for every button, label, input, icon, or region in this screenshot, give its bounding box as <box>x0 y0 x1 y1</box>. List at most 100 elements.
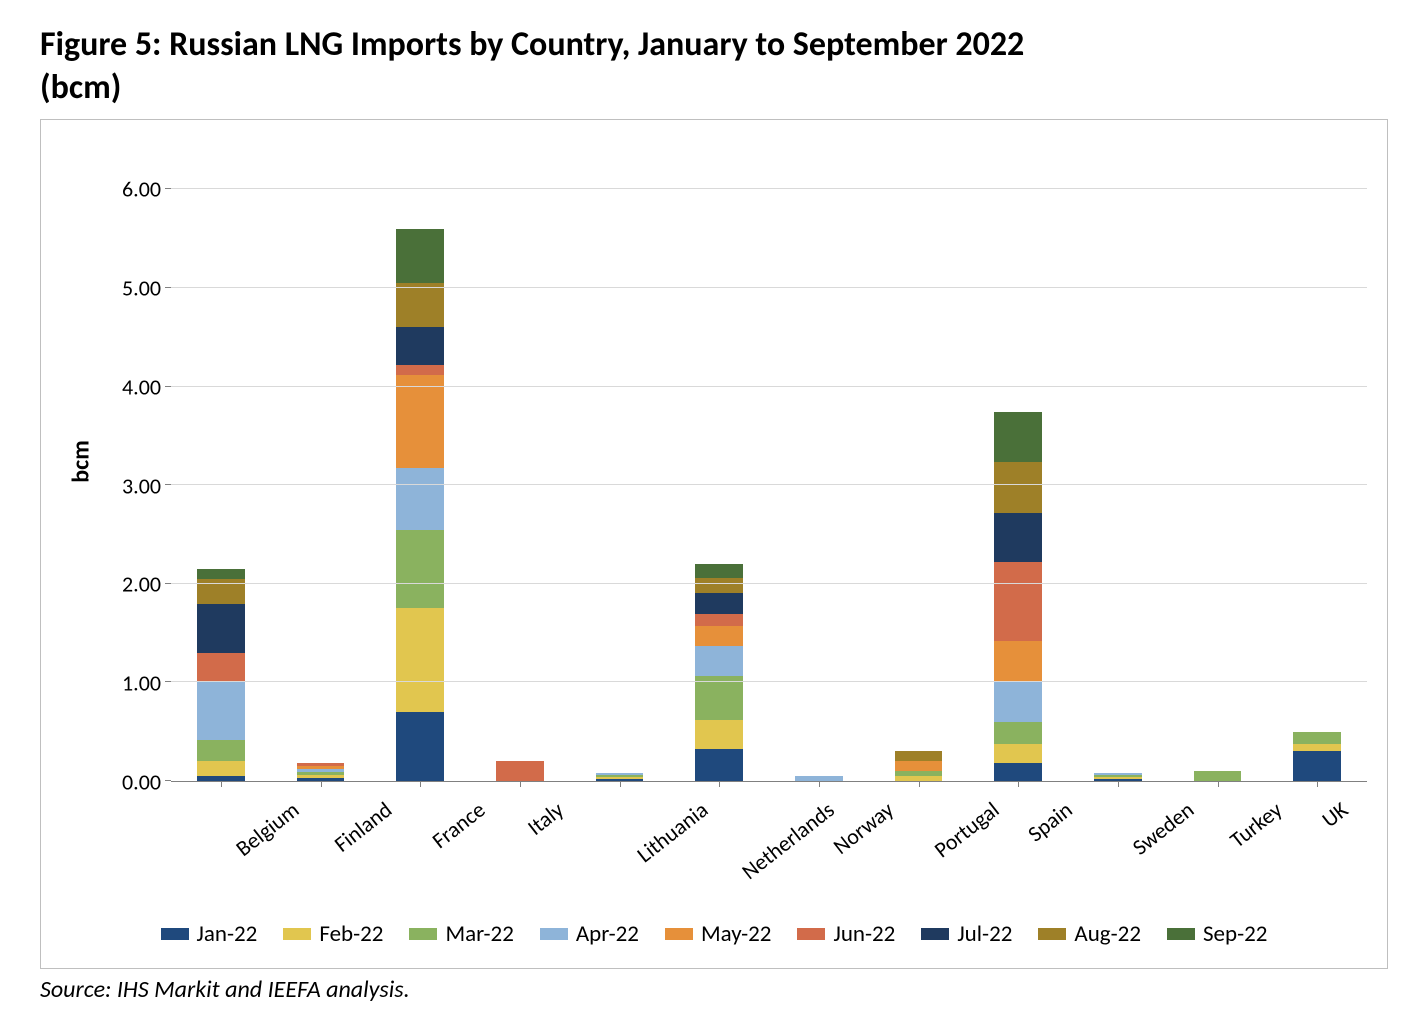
x-label-slot: Norway <box>769 782 869 912</box>
bar-slot <box>570 140 670 781</box>
bars-layer <box>171 140 1367 781</box>
y-tick-label: 0.00 <box>122 769 161 796</box>
x-label-slot: Lithuania <box>570 782 670 912</box>
x-axis-label: UK <box>1317 796 1354 833</box>
y-tick-mark <box>165 188 171 189</box>
y-tick-mark <box>165 780 171 781</box>
x-label-slot: Spain <box>968 782 1068 912</box>
y-tick-label: 3.00 <box>122 472 161 499</box>
x-axis-labels-row: BelgiumFinlandFranceItalyLithuaniaNether… <box>171 782 1367 912</box>
bar-segment <box>994 562 1042 641</box>
bar-segment <box>496 761 544 781</box>
bar-segment <box>695 614 743 626</box>
x-label-slot: Netherlands <box>669 782 769 912</box>
bar-segment <box>396 365 444 375</box>
bar-segment <box>197 653 245 683</box>
x-label-slot: Turkey <box>1168 782 1268 912</box>
grid-line <box>171 386 1367 387</box>
bar-slot <box>370 140 470 781</box>
grid-line <box>171 484 1367 485</box>
legend-swatch <box>797 928 825 940</box>
y-axis-label-column: bcm <box>61 140 101 782</box>
bar-slot <box>669 140 769 781</box>
bar-segment <box>396 468 444 529</box>
y-axis-ticks-column: 0.001.002.003.004.005.006.00 <box>101 140 171 782</box>
legend-item: Jun-22 <box>797 920 895 948</box>
bar-segment <box>396 712 444 781</box>
bar-segment <box>895 751 943 761</box>
bar-segment <box>994 763 1042 781</box>
bar-stack <box>596 773 644 781</box>
legend-swatch <box>921 928 949 940</box>
bar-segment <box>994 682 1042 721</box>
bar-segment <box>197 761 245 776</box>
plot-area <box>171 140 1367 782</box>
bar-segment <box>994 722 1042 744</box>
bar-segment <box>1293 751 1341 781</box>
bar-segment <box>197 604 245 653</box>
y-tick-mark <box>165 484 171 485</box>
y-tick-mark <box>165 287 171 288</box>
bar-segment <box>1194 771 1242 781</box>
grid-line <box>171 681 1367 682</box>
bar-stack <box>1094 773 1142 781</box>
bar-segment <box>994 744 1042 764</box>
bar-slot <box>171 140 271 781</box>
y-tick-mark <box>165 386 171 387</box>
y-tick-label: 6.00 <box>122 176 161 203</box>
bar-slot <box>271 140 371 781</box>
legend-item: Jan-22 <box>161 920 258 948</box>
y-tick-mark <box>165 583 171 584</box>
bar-segment <box>994 641 1042 682</box>
bar-segment <box>695 578 743 593</box>
grid-line <box>171 188 1367 189</box>
bar-stack <box>396 229 444 781</box>
bar-stack <box>197 569 245 781</box>
bar-slot <box>1267 140 1367 781</box>
legend-swatch <box>1038 928 1066 940</box>
legend-item: Feb-22 <box>283 920 383 948</box>
legend-label: Aug-22 <box>1074 920 1141 948</box>
legend-item: May-22 <box>665 920 772 948</box>
bar-segment <box>695 720 743 750</box>
x-label-slot: Finland <box>271 782 371 912</box>
y-tick-label: 4.00 <box>122 373 161 400</box>
plot-row: bcm 0.001.002.003.004.005.006.00 <box>61 140 1367 782</box>
bar-segment <box>695 564 743 578</box>
bar-stack <box>695 564 743 781</box>
x-label-slot: Italy <box>470 782 570 912</box>
x-label-slot: Belgium <box>171 782 271 912</box>
y-tick-mark <box>165 681 171 682</box>
x-label-slot: UK <box>1267 782 1367 912</box>
bar-segment <box>197 569 245 579</box>
bar-segment <box>895 761 943 771</box>
legend: Jan-22 Feb-22 Mar-22 Apr-22 May-22 Jun-22 Jul-… <box>61 912 1367 958</box>
legend-item: Sep-22 <box>1167 920 1267 948</box>
y-tick-label: 1.00 <box>122 670 161 697</box>
legend-item: Aug-22 <box>1038 920 1141 948</box>
y-axis-label: bcm <box>67 440 96 482</box>
bar-segment <box>396 375 444 469</box>
bar-segment <box>197 682 245 739</box>
bar-segment <box>396 530 444 609</box>
bar-segment <box>695 626 743 646</box>
legend-label: May-22 <box>701 920 772 948</box>
x-label-slot: Portugal <box>869 782 969 912</box>
legend-label: Mar-22 <box>445 920 513 948</box>
bar-slot <box>1068 140 1168 781</box>
legend-swatch <box>665 928 693 940</box>
bar-slot <box>869 140 969 781</box>
bar-segment <box>695 593 743 615</box>
bar-segment <box>695 646 743 676</box>
source-caption: Source: IHS Markit and IEEFA analysis. <box>40 975 1388 1004</box>
legend-label: Jul-22 <box>957 920 1012 948</box>
legend-label: Apr-22 <box>576 920 639 948</box>
bar-segment <box>396 283 444 327</box>
bar-stack <box>895 751 943 781</box>
legend-item: Jul-22 <box>921 920 1012 948</box>
bar-segment <box>396 229 444 283</box>
bar-segment <box>1293 744 1341 752</box>
bar-segment <box>1293 732 1341 744</box>
grid-line <box>171 583 1367 584</box>
x-axis-label: Italy <box>522 796 569 841</box>
